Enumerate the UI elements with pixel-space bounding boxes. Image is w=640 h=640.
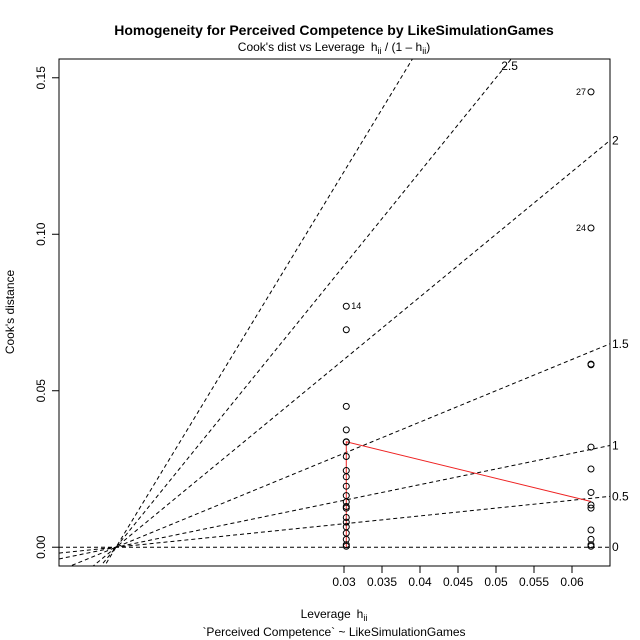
contour-line-1 [59,495,610,554]
data-point [342,426,350,434]
y-axis: 0.00 0.05 0.10 0.15 [34,66,60,559]
contour-line-5 [100,59,512,566]
data-point [587,443,595,451]
data-point [587,501,595,509]
data-point [587,504,595,512]
contour-line-6 [104,59,413,566]
data-points [342,88,595,550]
data-point [587,526,595,534]
x-axis-label: Leverage hii [301,607,368,623]
contour-labels: 0 0.5 1 1.5 2 2.5 [501,59,629,554]
data-point [587,542,595,550]
subtitle-sub: ii [378,46,382,56]
data-point [342,482,350,490]
point-label-14: 14 [351,301,361,311]
data-point [587,535,595,543]
contour-label-5: 2.5 [501,59,518,73]
data-point [342,542,350,550]
contour-lines [59,59,610,566]
x-tick-label: 0.035 [367,575,397,589]
x-axis: 0.03 0.035 0.04 0.045 0.05 0.055 0.06 [332,565,584,589]
contour-label-0: 0 [612,540,619,554]
plot-frame [58,58,611,567]
x-tick-label: 0.06 [560,575,584,589]
data-point [342,518,350,526]
data-point [587,224,595,232]
data-point [342,452,350,460]
contour-label-1: 0.5 [612,489,629,503]
contour-line-4 [92,139,610,566]
chart-subtitle: Cook's dist vs Leverage hii / (1 – hii) [238,40,430,56]
data-point [342,326,350,334]
x-tick-label: 0.055 [519,575,549,589]
data-point [342,513,350,521]
data-point [587,465,595,473]
y-tick-label: 0.15 [34,66,48,90]
data-point [587,361,595,369]
data-point [587,88,595,96]
smooth-line [345,441,592,548]
x-axis-label-sub: ii [363,613,367,623]
data-point [342,402,350,410]
x-axis-label-h: h [357,607,364,621]
contour-label-3: 1.5 [612,337,629,351]
x-tick-label: 0.03 [332,575,356,589]
y-axis-label: Cook's distance [3,270,17,355]
x-tick-label: 0.045 [443,575,473,589]
subtitle-sub2: ii [422,46,426,56]
x-tick-label: 0.04 [408,575,432,589]
subtitle-close: ) [426,40,430,54]
contour-label-4: 2 [612,133,619,147]
x-axis-label-text: Leverage [301,607,351,621]
subtitle-prefix: Cook's dist vs Leverage [238,40,365,54]
data-point [342,302,350,310]
subtitle-h: h [371,40,378,54]
contour-line-3 [69,343,610,566]
point-label-27: 27 [576,87,586,97]
data-point [342,504,350,512]
data-point [342,535,350,543]
y-tick-label: 0.05 [34,379,48,403]
data-point [587,488,595,496]
contour-line-2 [59,445,610,560]
point-labels: 14 27 24 [351,87,586,311]
subtitle-rest: / (1 – h [382,40,423,54]
y-tick-label: 0.10 [34,222,48,246]
chart-caption: `Perceived Competence` ~ LikeSimulationG… [202,625,465,639]
y-tick-label: 0.00 [34,535,48,559]
data-point [342,473,350,481]
x-tick-label: 0.05 [484,575,508,589]
point-label-24: 24 [576,223,586,233]
contour-label-2: 1 [612,439,619,453]
chart-title: Homogeneity for Perceived Competence by … [114,22,554,38]
smooth-line-group [345,441,592,548]
data-point [342,438,350,446]
